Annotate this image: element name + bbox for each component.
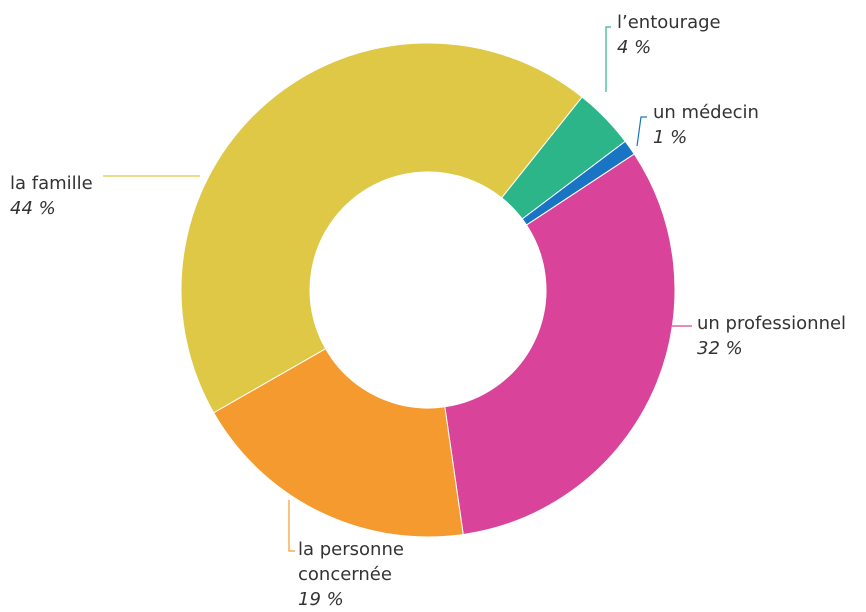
slices (180, 42, 676, 538)
value-label: 4 % (617, 37, 652, 58)
value-label: 1 % (653, 127, 688, 148)
label: un professionnel 32 % (697, 311, 846, 361)
category-label: l’entourage (617, 12, 721, 33)
leader-line (288, 500, 295, 552)
value-label: 44 % (10, 198, 56, 219)
label: l’entourage 4 % (617, 10, 721, 60)
leader-line (605, 26, 611, 92)
value-label: 19 % (298, 589, 344, 610)
leaders (103, 26, 692, 552)
slice (212, 347, 464, 538)
category-label: la personne concernée (298, 539, 404, 585)
leader-line (636, 116, 647, 147)
category-label: un médecin (653, 102, 759, 123)
label: un médecin 1 % (653, 100, 759, 150)
category-label: un professionnel (697, 313, 847, 334)
label: la personne concernée 19 % (298, 537, 423, 612)
slice (180, 42, 583, 414)
label: la famille 44 % (10, 171, 93, 221)
category-label: la famille (10, 173, 93, 194)
value-label: 32 % (697, 338, 743, 359)
slice (444, 153, 676, 536)
